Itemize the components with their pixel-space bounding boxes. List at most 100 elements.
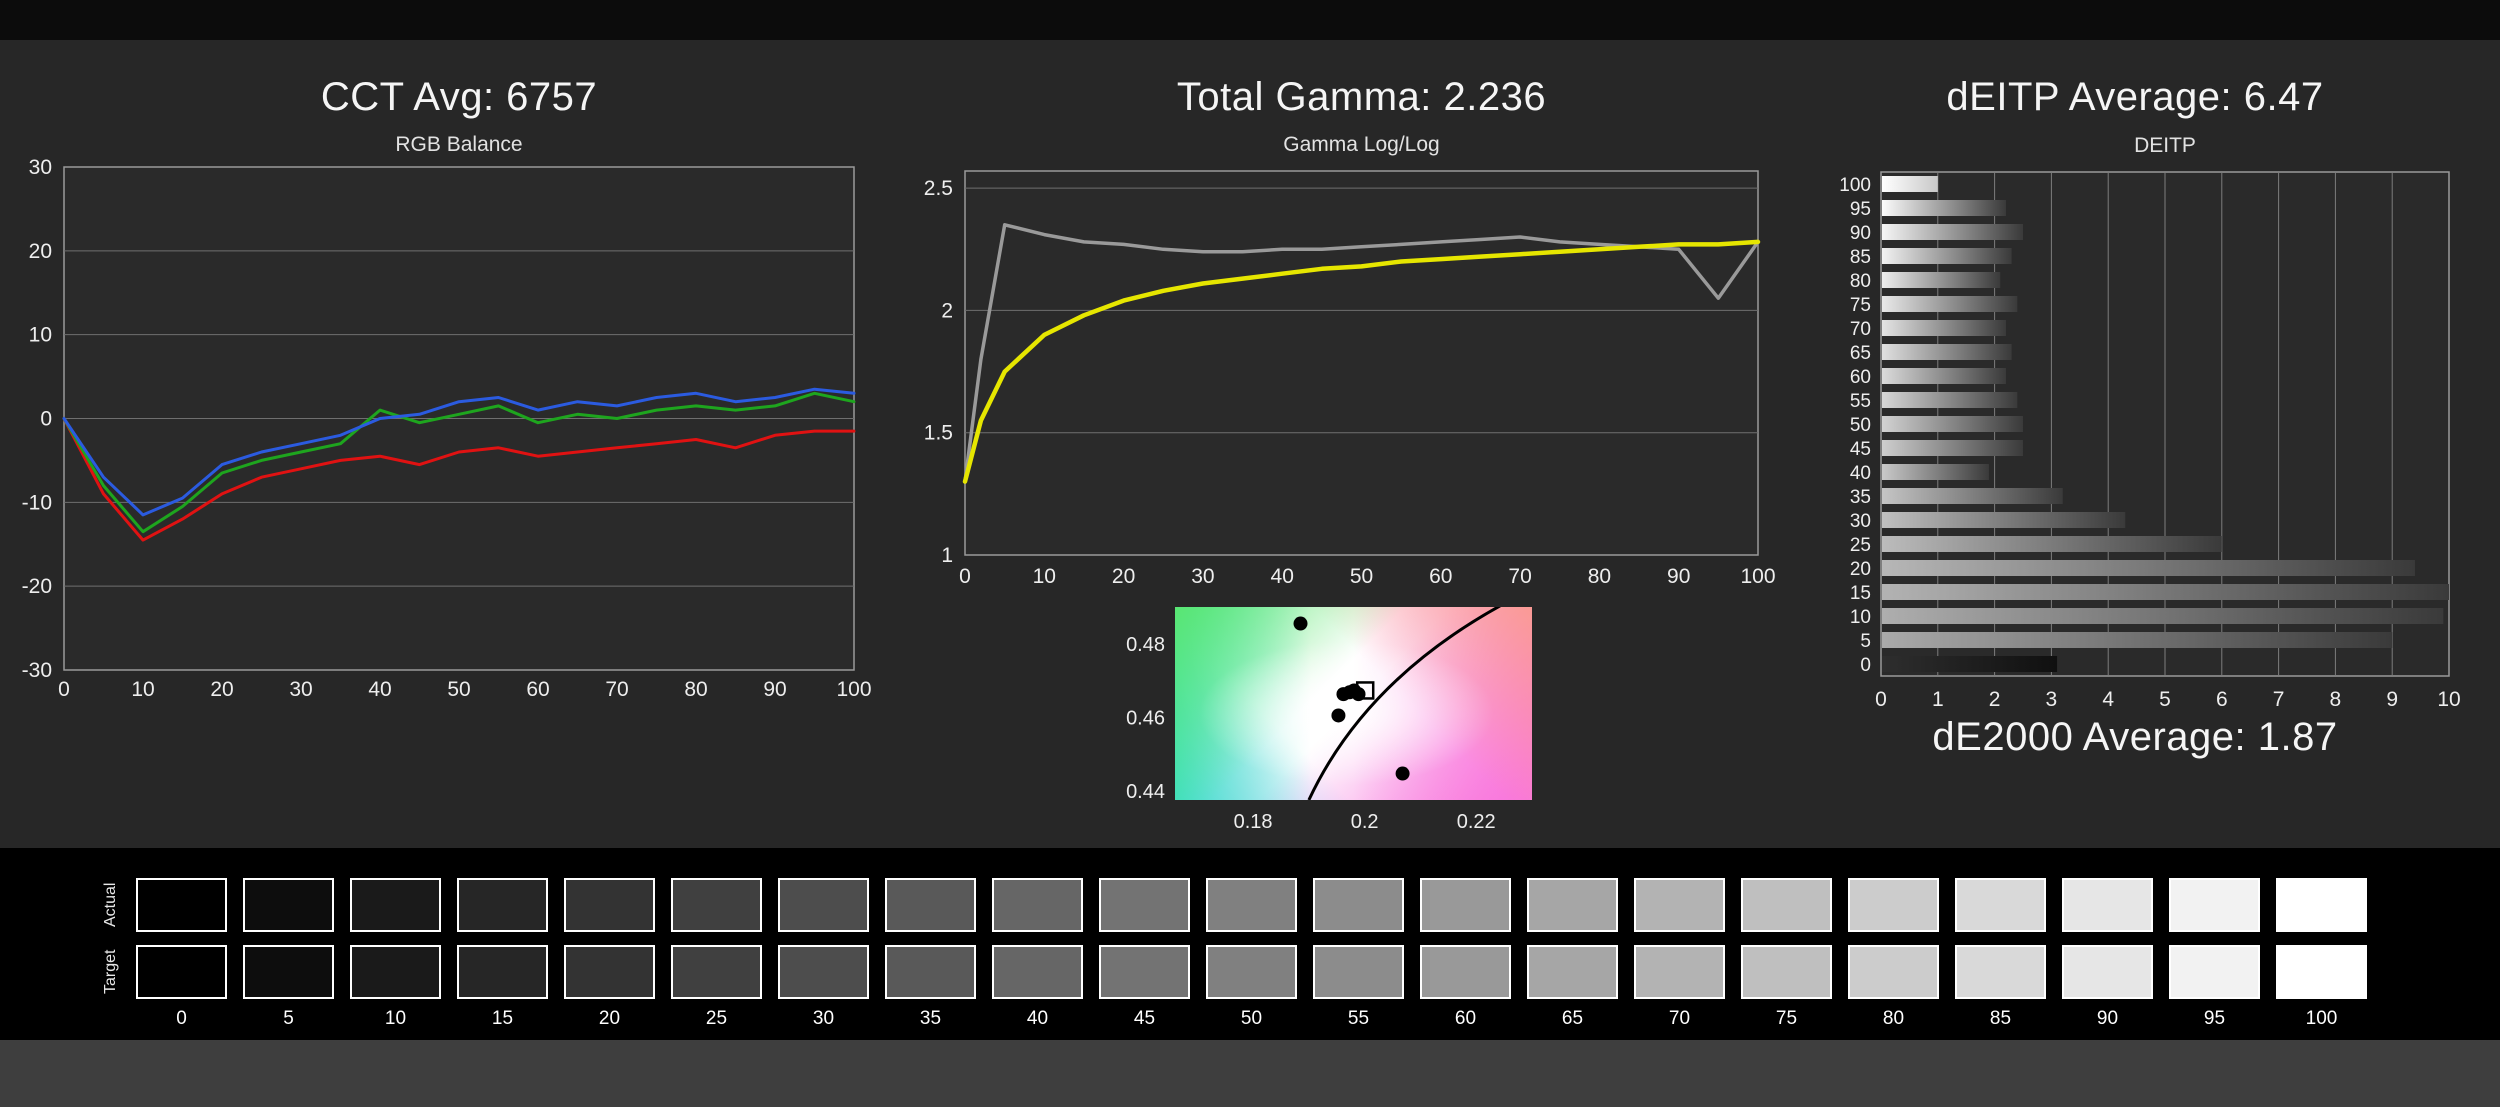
actual-patch-30	[778, 878, 869, 932]
x-tick-label: 30	[1191, 565, 1214, 588]
level-tick-label: 100	[1839, 175, 1871, 196]
x-tick-label: 40	[1271, 565, 1294, 588]
level-label-25: 25	[705, 1008, 728, 1029]
level-tick-label: 25	[1850, 535, 1871, 556]
grayscale-column-25: 25	[671, 878, 762, 1030]
x-tick-label: 90	[763, 678, 786, 701]
grayscale-column-55: 55	[1313, 878, 1404, 1030]
gamma_loglog-plot-area	[964, 170, 1759, 556]
level-tick-label: 45	[1850, 439, 1871, 460]
actual-patch-90	[2062, 878, 2153, 932]
target-gamma-line	[962, 239, 1761, 484]
x-tick-label: 20	[1112, 565, 1135, 588]
level-label-10: 10	[384, 1008, 407, 1029]
level-label-60: 60	[1454, 1008, 1477, 1029]
deitp-bar-40	[1882, 464, 1989, 480]
level-label-20: 20	[598, 1008, 621, 1029]
red-line	[62, 417, 856, 542]
level-label-0: 0	[176, 1008, 187, 1029]
level-label-65: 65	[1561, 1008, 1584, 1029]
grayscale-strip: Actual Target 0 5 10 15 20 25 30 35 40 45 50 55 60 65…	[0, 848, 2500, 1040]
level-label-100: 100	[2305, 1008, 2338, 1029]
target-patch-90	[2062, 945, 2153, 999]
y-tick-label: 30	[29, 158, 52, 179]
deitp-bar-70	[1882, 320, 2006, 336]
rgb-balance-chart: -30 -20 -10 0 10 20 30 0 10 20 30 40 50 60 70 80 90 100	[22, 158, 872, 701]
x-tick-label: 30	[289, 678, 312, 701]
target-patch-0	[136, 945, 227, 999]
level-label-35: 35	[919, 1008, 942, 1029]
level-tick-label: 90	[1850, 223, 1871, 244]
target-patch-60	[1420, 945, 1511, 999]
actual-patch-65	[1527, 878, 1618, 932]
x-tick-label: 100	[1740, 565, 1775, 588]
level-label-15: 15	[491, 1008, 514, 1029]
deitp-bar-45	[1882, 440, 2023, 456]
x-tick-label: 0.18	[1234, 811, 1273, 833]
x-tick-label: 80	[684, 678, 707, 701]
level-label-30: 30	[812, 1008, 835, 1029]
target-row-label: Target	[102, 949, 119, 995]
level-label-40: 40	[1026, 1008, 1049, 1029]
level-tick-label: 20	[1850, 559, 1871, 580]
y-tick-label: 0.48	[1126, 634, 1165, 656]
grayscale-column-75: 75	[1741, 878, 1832, 1030]
level-label-75: 75	[1775, 1008, 1798, 1029]
actual-patch-15	[457, 878, 548, 932]
blue-line	[62, 387, 856, 517]
target-patch-55	[1313, 945, 1404, 999]
target-patch-45	[1099, 945, 1190, 999]
level-tick-label: 65	[1850, 343, 1871, 364]
gamma-log-log-chart: 1 1.5 2 2.5 0 10 20 30 40 50 60 70 80 90 100	[924, 170, 1776, 588]
total-gamma-title: Total Gamma: 2.236	[1176, 75, 1547, 119]
x-tick-label: 10	[131, 678, 154, 701]
deitp-bar-chart: 0 1 2 3 4 5 6 7 8 9 101009590858075706560555045403…	[1839, 171, 2461, 711]
deitp-bar-75	[1882, 296, 2018, 312]
deitp-bar-25	[1882, 536, 2222, 552]
level-tick-label: 10	[1850, 607, 1871, 628]
measured-point	[1395, 766, 1410, 781]
level-tick-label: 50	[1850, 415, 1871, 436]
y-tick-label: 1	[941, 544, 953, 567]
actual-patch-5	[243, 878, 334, 932]
x-tick-label: 7	[2273, 688, 2285, 711]
x-tick-label: 8	[2330, 688, 2342, 711]
actual-patch-70	[1634, 878, 1725, 932]
deitp-bar-0	[1882, 656, 2058, 672]
x-tick-label: 40	[368, 678, 391, 701]
actual-patch-35	[885, 878, 976, 932]
actual-patch-50	[1206, 878, 1297, 932]
level-label-55: 55	[1347, 1008, 1370, 1029]
actual-patch-25	[671, 878, 762, 932]
x-tick-label: 90	[1667, 565, 1690, 588]
target-patch-85	[1955, 945, 2046, 999]
y-tick-label: 0.46	[1126, 707, 1165, 729]
target-patch-75	[1741, 945, 1832, 999]
x-tick-label: 0	[58, 678, 70, 701]
level-tick-label: 0	[1860, 655, 1871, 676]
level-label-95: 95	[2203, 1008, 2226, 1029]
level-tick-label: 75	[1850, 295, 1871, 316]
x-tick-label: 3	[2046, 688, 2058, 711]
target-patch-15	[457, 945, 548, 999]
level-tick-label: 30	[1850, 511, 1871, 532]
level-tick-label: 70	[1850, 319, 1871, 340]
grayscale-column-70: 70	[1634, 878, 1725, 1030]
y-tick-label: 2	[941, 299, 953, 322]
target-patch-80	[1848, 945, 1939, 999]
y-tick-label: 2.5	[924, 177, 953, 200]
x-tick-label: 0	[1875, 688, 1887, 711]
target-patch-95	[2169, 945, 2260, 999]
grayscale-column-10: 10	[350, 878, 441, 1030]
level-tick-label: 95	[1850, 199, 1871, 220]
deitp-bar-100	[1882, 176, 1938, 192]
x-tick-label: 50	[1350, 565, 1373, 588]
level-label-50: 50	[1240, 1008, 1263, 1029]
level-label-70: 70	[1668, 1008, 1691, 1029]
level-tick-label: 80	[1850, 271, 1871, 292]
x-tick-label: 4	[2102, 688, 2114, 711]
level-tick-label: 40	[1850, 463, 1871, 484]
actual-patch-40	[992, 878, 1083, 932]
grayscale-column-85: 85	[1955, 878, 2046, 1030]
grayscale-column-100: 100	[2276, 878, 2367, 1030]
